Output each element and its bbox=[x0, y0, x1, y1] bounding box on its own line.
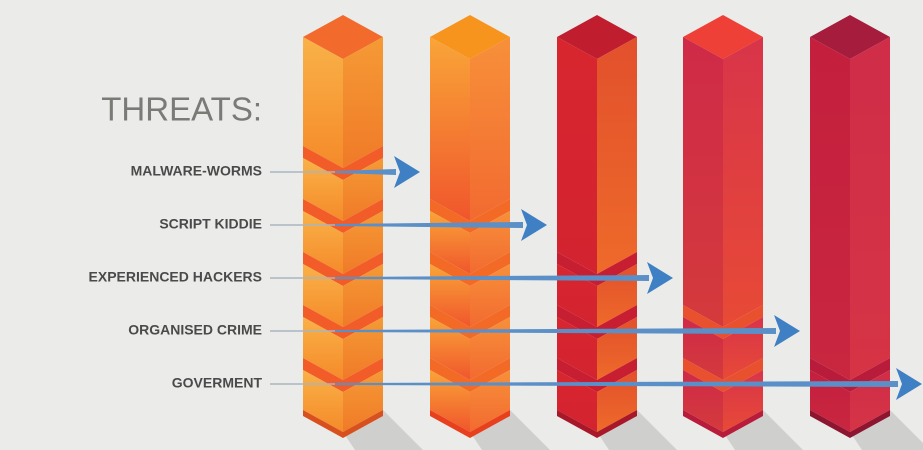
threat-label: EXPERIENCED HACKERS bbox=[89, 269, 262, 285]
arrow-head bbox=[394, 156, 420, 188]
threat-label: SCRIPT KIDDIE bbox=[159, 216, 262, 232]
left-face bbox=[303, 317, 343, 380]
right-face bbox=[343, 264, 383, 327]
right-face bbox=[470, 317, 510, 380]
shadow bbox=[343, 410, 423, 450]
left-face bbox=[557, 37, 597, 274]
base bbox=[303, 410, 383, 438]
left-face bbox=[430, 37, 470, 221]
base bbox=[430, 410, 510, 438]
left-face bbox=[303, 211, 343, 274]
right-face bbox=[343, 317, 383, 380]
threat-label: GOVERMENT bbox=[172, 375, 263, 391]
left-face bbox=[303, 37, 343, 168]
right-face bbox=[850, 37, 890, 380]
base bbox=[810, 410, 890, 438]
shadow bbox=[597, 410, 677, 450]
right-face bbox=[343, 37, 383, 168]
shadow bbox=[723, 410, 803, 450]
left-face bbox=[303, 158, 343, 221]
base bbox=[683, 410, 763, 438]
chevron bbox=[303, 358, 383, 392]
labels: MALWARE-WORMS SCRIPT KIDDIE EXPERIENCED HA… bbox=[89, 163, 263, 391]
column bbox=[303, 15, 423, 450]
arrow-head bbox=[521, 209, 547, 241]
arrow-shaft bbox=[335, 381, 898, 387]
arrow-shaft bbox=[335, 328, 776, 334]
columns bbox=[303, 15, 923, 450]
column bbox=[810, 15, 923, 450]
left-face bbox=[430, 264, 470, 327]
left-face bbox=[683, 37, 723, 327]
column bbox=[683, 15, 803, 450]
arrows bbox=[270, 156, 922, 400]
left-face bbox=[303, 264, 343, 327]
left-face bbox=[810, 37, 850, 380]
arrow-head bbox=[896, 368, 922, 400]
chevron bbox=[303, 199, 383, 233]
threat-label: ORGANISED CRIME bbox=[128, 322, 262, 338]
arrow-head bbox=[647, 262, 673, 294]
right-face bbox=[343, 370, 383, 432]
arrow-shaft bbox=[335, 275, 649, 281]
arrow-shaft bbox=[335, 169, 396, 175]
right-face bbox=[343, 211, 383, 274]
left-face bbox=[430, 317, 470, 380]
right-face bbox=[470, 37, 510, 221]
chevron bbox=[303, 252, 383, 286]
shadow bbox=[850, 410, 923, 450]
arrow-head bbox=[774, 315, 800, 347]
right-face bbox=[723, 37, 763, 327]
left-face bbox=[430, 370, 470, 432]
right-face bbox=[597, 37, 637, 274]
left-face bbox=[303, 370, 343, 432]
chevron bbox=[303, 305, 383, 339]
column bbox=[557, 15, 677, 450]
arrow-shaft bbox=[335, 222, 523, 228]
base bbox=[557, 410, 637, 438]
threat-label: MALWARE-WORMS bbox=[131, 163, 262, 179]
title: THREATS: bbox=[101, 91, 262, 128]
shadow bbox=[470, 410, 550, 450]
